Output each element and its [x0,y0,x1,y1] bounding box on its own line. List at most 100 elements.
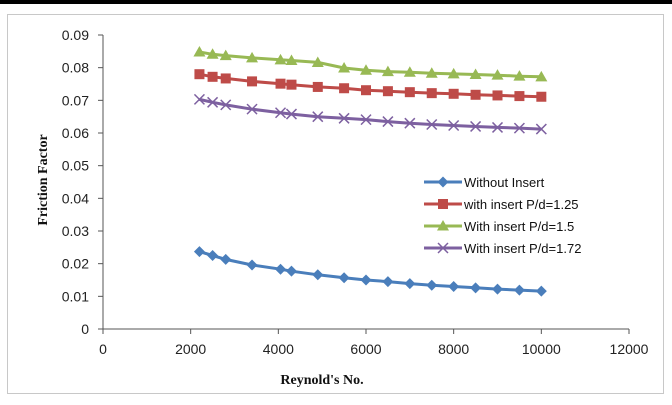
chart-legend: Without Insert with insert P/d=1.25 With i… [424,175,581,256]
data-point [312,269,324,281]
data-point [513,284,525,296]
data-point [426,118,438,131]
y-tick-label: 0.07 [62,92,89,108]
chart-frame [7,14,664,394]
data-point [513,122,525,134]
data-point [275,78,286,89]
data-point [207,250,219,261]
data-point [448,88,459,99]
data-point [246,259,258,271]
data-point [338,272,350,284]
y-tick-label: 0.01 [62,288,89,304]
data-point [274,107,287,119]
data-point [338,112,350,124]
data-point [404,278,416,290]
legend-marker [437,220,449,231]
data-point [470,120,482,132]
y-tick-label: 0.03 [62,223,89,239]
data-point [514,91,525,102]
series-2 [194,69,547,102]
data-point [382,86,393,97]
x-axis-label: Reynold's No. [280,373,363,388]
y-tick-label: 0.04 [62,190,89,206]
data-point [220,253,232,265]
data-point [193,246,205,258]
data-point [448,281,460,293]
data-point [360,64,372,75]
series-line [198,250,542,293]
x-tick-label: 12000 [610,341,649,357]
data-point [275,263,287,275]
x-tick-label: 4000 [263,341,294,357]
data-point [274,53,287,65]
data-point [220,73,231,84]
data-point [206,48,219,59]
series-3 [193,45,548,82]
data-point [312,111,324,123]
legend-label: With insert P/d=1.72 [464,241,581,256]
legend-label: with insert P/d=1.25 [463,197,579,212]
data-point [426,279,438,291]
data-point [193,45,206,57]
data-point [285,265,297,277]
y-tick-label: 0.06 [62,125,89,141]
data-point [492,90,503,101]
data-point [207,71,218,82]
data-point [338,61,351,73]
data-point [535,285,547,297]
legend-label: Without Insert [464,175,545,190]
data-point [207,96,219,108]
data-point [382,116,394,128]
y-tick-label: 0 [81,321,89,337]
series-1 [193,246,547,297]
y-tick-label: 0.09 [62,27,89,43]
legend-marker [437,176,449,188]
data-point [448,119,460,132]
data-point [491,121,504,133]
data-point [286,79,297,90]
y-tick-label: 0.02 [62,256,89,272]
data-point [426,88,437,99]
legend-entry: With insert P/d=1.5 [424,219,574,234]
data-point [360,274,372,286]
data-point [246,103,258,115]
data-point [447,67,460,79]
data-point [470,89,481,100]
data-point [404,87,415,98]
data-point [311,56,324,67]
legend-label: With insert P/d=1.5 [464,219,574,234]
data-point [491,69,504,80]
data-point [469,68,482,80]
x-tick-label: 0 [99,341,107,357]
data-point [536,91,547,102]
x-tick-label: 2000 [175,341,206,357]
data-point [246,51,259,63]
chart-series [193,45,548,297]
data-point [425,67,438,78]
data-point [220,99,232,111]
data-point [535,70,548,82]
data-point [360,114,372,126]
data-point [194,69,205,80]
y-tick-label: 0.08 [62,60,89,76]
data-point [285,108,298,120]
legend-entry: Without Insert [424,175,545,190]
data-point [312,81,323,92]
x-axis-ticks: 0 2000 4000 6000 8000 10000 12000 [99,329,649,357]
data-point [513,70,526,81]
data-point [339,83,350,94]
data-point [219,49,232,61]
x-tick-label: 8000 [438,341,469,357]
data-point [193,93,205,105]
data-point [492,283,503,295]
y-axis-ticks: 0 0.01 0.02 0.03 0.04 0.05 0.06 0.07 0.08 0.09 [62,27,103,337]
y-axis-label: Friction Factor [36,134,51,225]
data-point [470,282,482,294]
y-tick-label: 0.05 [62,158,89,174]
data-point [247,76,258,87]
series-4 [193,93,547,135]
data-point [403,66,416,77]
data-point [361,85,371,96]
legend-entry: With insert P/d=1.72 [424,241,581,256]
